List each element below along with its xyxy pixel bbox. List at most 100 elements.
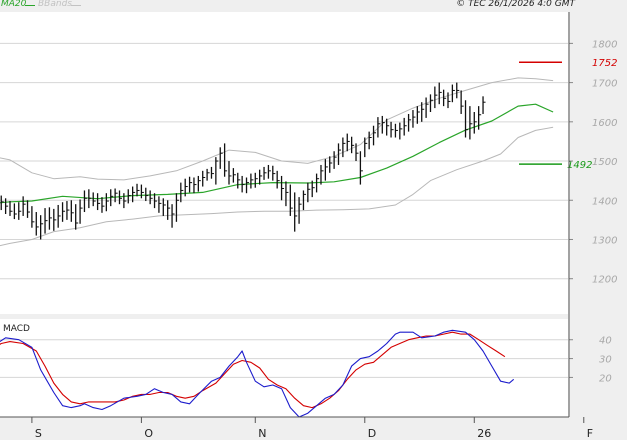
- ohlc-bar: [210, 166, 214, 179]
- resistance-label: 1752: [592, 58, 617, 69]
- ohlc-bar: [127, 189, 131, 204]
- ma20-legend: MA20: [1, 0, 27, 9]
- ohlc-bar: [193, 177, 197, 194]
- ohlc-bar: [421, 102, 425, 122]
- ohlc-bar: [416, 106, 420, 124]
- ohlc-bar: [320, 164, 324, 185]
- ohlc-bar: [478, 106, 482, 130]
- ohlc-bar: [394, 123, 398, 138]
- ohlc-bar: [386, 118, 390, 136]
- ohlc-bar: [22, 196, 26, 216]
- ohlc-bar: [399, 122, 403, 140]
- signal-line: [0, 331, 506, 409]
- ohlc-bar: [83, 190, 87, 213]
- y-tick-label: 1200: [592, 275, 617, 286]
- macd-gridlines: [0, 339, 568, 378]
- x-tick-label: D: [368, 427, 376, 440]
- ohlc-bar: [9, 201, 13, 216]
- macd-y-tick-label: 40: [599, 336, 612, 347]
- y-tick-label: 1300: [592, 235, 617, 246]
- ohlc-bar: [118, 190, 122, 205]
- ohlc-bar: [289, 184, 293, 216]
- ohlc-bar: [53, 208, 57, 231]
- ma20-legend-swatch: [25, 5, 35, 6]
- ohlc-bar: [250, 173, 254, 189]
- ohlc-bar: [149, 190, 153, 205]
- copyright-stamp: © TEC 26/1/2026 4:0 GMT: [456, 0, 575, 9]
- x-axis-ticks: S O N D 26 F: [31, 417, 593, 440]
- ohlc-bar: [44, 208, 48, 234]
- ohlc-bar: [162, 198, 166, 216]
- ohlc-bar: [215, 157, 219, 185]
- ohlc-bar: [0, 195, 4, 211]
- ohlc-bar: [456, 82, 460, 99]
- y-tick-label: 1600: [592, 118, 617, 129]
- ohlc-bar: [206, 168, 210, 181]
- ohlc-bar: [79, 199, 83, 224]
- ohlc-bar: [223, 143, 228, 177]
- ohlc-bar: [350, 136, 355, 154]
- ohlc-bar: [377, 117, 381, 138]
- ohlc-bar: [92, 192, 96, 207]
- x-tick-label: F: [587, 427, 593, 440]
- ohlc-bar: [425, 97, 429, 118]
- bbands-legend: BBands: [38, 0, 72, 9]
- ohlc-bar: [123, 193, 127, 209]
- ohlc-bar: [57, 204, 61, 228]
- y-tick-label: 1800: [592, 39, 617, 50]
- macd-panel: [0, 319, 568, 417]
- ohlc-bar: [88, 189, 92, 209]
- ohlc-bar: [131, 186, 136, 203]
- ohlc-bar: [329, 156, 333, 173]
- ohlc-bar: [188, 176, 193, 193]
- ohlc-bar: [105, 193, 109, 212]
- ohlc-bar: [403, 117, 407, 136]
- ohlc-bar: [219, 147, 223, 169]
- ohlc-bar: [434, 86, 438, 109]
- ohlc-bar: [184, 178, 188, 197]
- ohlc-bar: [364, 137, 368, 158]
- ohlc-bar: [294, 192, 298, 232]
- ohlc-bar: [390, 121, 394, 138]
- ohlc-bar: [464, 100, 469, 138]
- price-gridlines: [0, 42, 568, 280]
- ohlc-bar: [381, 115, 385, 134]
- ohlc-bar: [447, 92, 451, 109]
- y-tick-label: 1500: [592, 157, 617, 168]
- ohlc-bar: [337, 143, 341, 165]
- ohlc-bar: [70, 200, 74, 222]
- ohlc-bar: [280, 175, 285, 201]
- ohlc-bar: [66, 201, 70, 220]
- ohlc-bar: [333, 151, 337, 169]
- ohlc-bar: [412, 110, 416, 128]
- ohlc-bar: [342, 137, 346, 158]
- ohlc-bar: [272, 165, 276, 181]
- ohlc-bar: [18, 202, 22, 220]
- ohlc-bar: [482, 96, 486, 114]
- ohlc-bar: [372, 125, 377, 146]
- ohlc-bar: [202, 170, 206, 187]
- price-levels: 1752 1492: [519, 58, 617, 171]
- ohlc-bar: [259, 169, 263, 185]
- ohlc-bar: [40, 215, 44, 240]
- x-tick-label: N: [258, 427, 266, 440]
- x-tick-label: O: [144, 427, 153, 440]
- ohlc-bar: [469, 106, 473, 140]
- ohlc-bar: [26, 200, 31, 218]
- ohlc-bar: [140, 184, 144, 199]
- ohlc-bar: [460, 90, 464, 114]
- ohlc-bar: [442, 89, 447, 107]
- ohlc-bar: [241, 175, 245, 193]
- ohlc-bar: [429, 94, 433, 113]
- ohlc-bar: [315, 173, 320, 193]
- ohlc-bar: [346, 133, 350, 152]
- ohlc-bar: [254, 172, 258, 188]
- ohlc-bar: [110, 189, 114, 207]
- bband-upper-line: [0, 77, 554, 181]
- ohlc-bar: [276, 170, 280, 189]
- ohlc-bar: [245, 177, 250, 194]
- ohlc-bar: [298, 197, 302, 224]
- ohlc-bar: [158, 196, 162, 213]
- support-label: 1492: [567, 160, 592, 171]
- x-tick-label: S: [35, 427, 42, 440]
